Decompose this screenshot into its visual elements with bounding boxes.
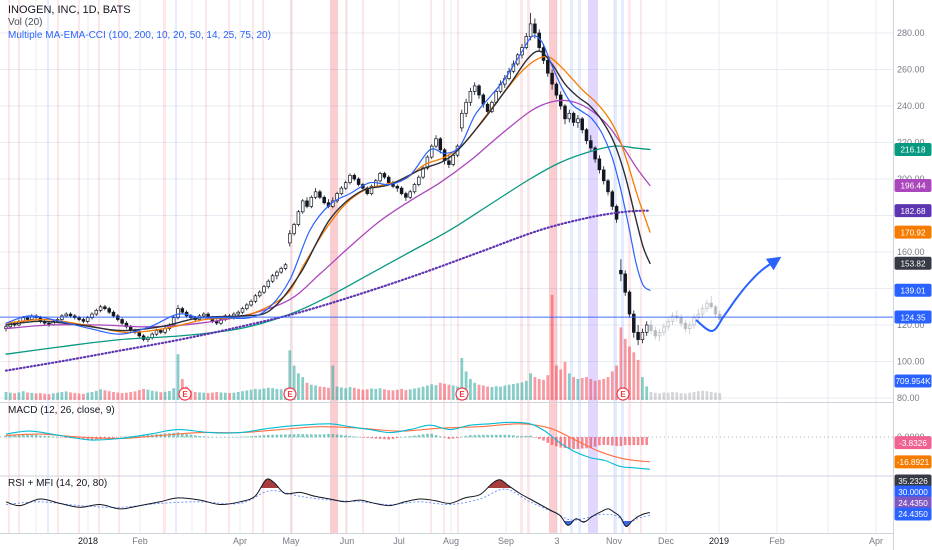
- time-axis-label: Aug: [443, 536, 459, 546]
- price-tick-label: 280.00: [897, 28, 925, 38]
- ma-line: [5, 55, 651, 334]
- axis-badge: [894, 474, 932, 488]
- rsi-line: [5, 478, 651, 528]
- time-axis-label: 3: [554, 536, 559, 546]
- time-axis-label: Nov: [606, 536, 623, 546]
- ma-line: [5, 50, 651, 332]
- panel-dividers: [0, 402, 932, 534]
- mfi-line: [5, 488, 651, 523]
- price-tick-label: 260.00: [897, 65, 925, 75]
- price-tick-label: 240.00: [897, 101, 925, 111]
- time-axis-label: Jun: [340, 536, 355, 546]
- axis-badge-label: 709.954K: [895, 377, 931, 386]
- time-axis-label: Feb: [132, 536, 148, 546]
- macd-indicator-label[interactable]: MACD (12, 26, close, 9): [8, 405, 115, 416]
- axis-badge-label: 182.68: [900, 207, 925, 216]
- axis-badge-label: 139.01: [900, 287, 925, 296]
- macd-panel: [0, 421, 893, 470]
- axis-badge: [894, 374, 932, 388]
- chart-legend: INOGEN, INC, 1D, BATS Vol (20) Multiple …: [8, 4, 271, 42]
- earnings-marker-label: E: [182, 390, 188, 399]
- ma-line: [5, 145, 651, 355]
- rsi-mfi-panel: [5, 478, 651, 528]
- time-axis-label: Apr: [233, 536, 247, 546]
- trend-arrow-drawing[interactable]: [695, 256, 782, 332]
- axis-badge-label: 24.4350: [898, 499, 928, 508]
- earnings-markers: EEEE: [178, 387, 630, 401]
- axis-badge-label: 124.35: [900, 313, 925, 322]
- earnings-marker-label: E: [287, 390, 293, 399]
- axis-badge: [894, 225, 932, 239]
- rsi-indicator-label[interactable]: RSI + MFI (14, 20, 80): [8, 478, 108, 489]
- axis-badge-label: -16.8921: [897, 458, 930, 467]
- time-axis-label: Apr: [869, 536, 883, 546]
- volume-indicator-label[interactable]: Vol (20): [8, 17, 43, 28]
- axis-badge: [894, 455, 932, 469]
- symbol-title[interactable]: INOGEN, INC, 1D, BATS: [8, 4, 131, 16]
- time-axis-label: May: [282, 536, 300, 546]
- price-tick-label: 160.00: [897, 247, 925, 257]
- axis-badge: [894, 283, 932, 297]
- price-tick-label: 120.00: [897, 320, 925, 330]
- time-axis-label: Feb: [769, 536, 785, 546]
- axis-badge-label: 216.18: [900, 146, 925, 155]
- earnings-marker-label: E: [620, 390, 626, 399]
- axis-badge-label: 153.82: [900, 259, 925, 268]
- axis-badge-label: 35.2326: [898, 477, 928, 486]
- price-tick-label: 220.00: [897, 138, 925, 148]
- moving-average-lines: [4, 35, 652, 372]
- axis-badge-label: 196.44: [900, 182, 925, 191]
- price-tick-label: 100.00: [897, 357, 925, 367]
- earnings-marker[interactable]: E: [616, 387, 630, 401]
- axis-badge: [894, 436, 932, 450]
- session-highlight-stripes: [8, 0, 642, 533]
- chart-pane[interactable]: [0, 0, 893, 533]
- earnings-marker[interactable]: E: [455, 387, 469, 401]
- axis-badge: [894, 485, 932, 499]
- axis-badge: [894, 204, 932, 218]
- axis-badge: [894, 142, 932, 156]
- ma-indicator-label[interactable]: Multiple MA-EMA-CCI (100, 200, 10, 20, 5…: [8, 30, 271, 41]
- axis-badge-label: 24.4350: [898, 510, 928, 519]
- axis-badge-label: -3.8326: [899, 439, 927, 448]
- time-axis[interactable]: [0, 534, 893, 550]
- axis-badge: [894, 310, 932, 324]
- axis-badge: [894, 496, 932, 510]
- ma-line: [4, 209, 652, 372]
- axis-badge: [894, 178, 932, 192]
- axis-badge-label: 170.92: [900, 228, 925, 237]
- time-axis-label: Jul: [393, 536, 405, 546]
- earnings-marker[interactable]: E: [283, 387, 297, 401]
- price-tick-label: 80.00: [897, 393, 920, 403]
- axis-labels: 280.00260.00240.00220.00200.00160.00120.…: [78, 28, 932, 546]
- earnings-marker-label: E: [459, 390, 465, 399]
- time-axis-label: 2018: [78, 536, 98, 546]
- axis-badge: [894, 256, 932, 270]
- earnings-marker[interactable]: E: [178, 387, 192, 401]
- time-axis-label: 2019: [709, 536, 729, 546]
- time-axis-label: Sep: [498, 536, 514, 546]
- axis-badge: [894, 507, 932, 521]
- time-axis-label: Dec: [658, 536, 675, 546]
- axis-badge-label: 30.0000: [898, 488, 928, 497]
- ma-line: [5, 35, 651, 335]
